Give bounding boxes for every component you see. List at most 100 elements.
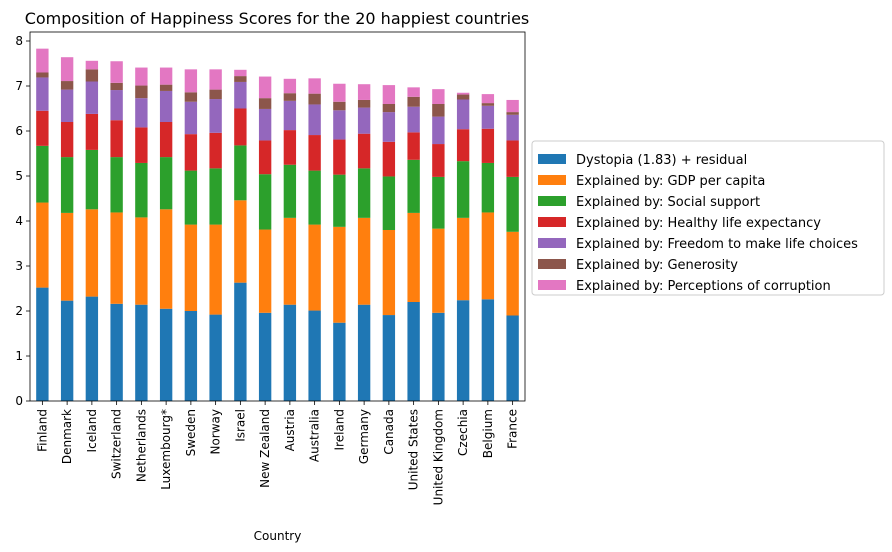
bar-segment xyxy=(357,168,371,218)
bar-segment xyxy=(456,217,470,301)
legend-swatch xyxy=(538,238,566,248)
bar-segment xyxy=(357,304,371,401)
bar-segment xyxy=(234,108,247,146)
x-tick-label: United Kingdom xyxy=(431,409,445,505)
bar-segment xyxy=(357,107,371,134)
bar-segment xyxy=(456,161,470,218)
legend-item: Explained by: Perceptions of corruption xyxy=(538,279,831,294)
bar-segment xyxy=(382,315,396,401)
y-tick-label: 7 xyxy=(15,79,23,93)
bar-segment xyxy=(234,282,247,401)
bar-segment xyxy=(407,212,420,302)
bar-segment xyxy=(481,162,495,213)
bar-segment xyxy=(60,212,74,301)
bar-segment xyxy=(432,144,445,177)
bar-segment xyxy=(135,162,148,218)
bar-segment xyxy=(333,101,346,111)
bar-segment xyxy=(481,212,495,300)
bar-segment xyxy=(506,114,519,141)
bar-segment xyxy=(159,308,173,401)
bar-segment xyxy=(283,100,297,131)
legend-label: Explained by: Generosity xyxy=(576,258,738,273)
bar-segment xyxy=(184,224,198,311)
bar-segment xyxy=(258,174,272,230)
bar-segment xyxy=(258,108,272,141)
bar-segment xyxy=(506,231,519,316)
bar-segment xyxy=(36,287,49,401)
x-tick-label: Belgium xyxy=(481,409,495,458)
bar-segment xyxy=(135,127,148,163)
bar-segment xyxy=(60,81,74,90)
x-tick-label: Finland xyxy=(35,409,49,452)
bar-segment xyxy=(407,87,420,97)
chart-title: Composition of Happiness Scores for the … xyxy=(25,9,530,28)
bar-segment xyxy=(234,81,247,109)
bar-segment xyxy=(110,212,123,304)
bar-segment xyxy=(234,69,247,77)
bar-segment xyxy=(36,72,49,78)
bar-segment xyxy=(135,67,148,86)
y-tick-label: 1 xyxy=(15,349,23,363)
legend-frame xyxy=(531,140,885,296)
bar-segment xyxy=(60,89,74,122)
legend-item: Explained by: Healthy life expectancy xyxy=(538,216,821,231)
bar-segment xyxy=(36,77,49,111)
bar-segment xyxy=(481,94,495,104)
bar-segment xyxy=(135,85,148,99)
bar-segment xyxy=(36,48,49,73)
bar-segment xyxy=(258,98,272,109)
bar-segment xyxy=(209,132,222,169)
bar-segment xyxy=(283,217,297,305)
y-tick-label: 2 xyxy=(15,304,23,318)
bar-segment xyxy=(382,141,396,177)
bar-segment xyxy=(382,85,396,104)
bar-segment xyxy=(382,176,396,230)
bar-segment xyxy=(85,69,99,82)
bar-segment xyxy=(333,174,346,227)
bar-segment xyxy=(159,67,173,85)
bars-layer xyxy=(36,48,519,401)
legend-item: Explained by: Social support xyxy=(538,195,760,210)
bar-segment xyxy=(209,168,222,225)
x-tick-label: Canada xyxy=(382,409,396,455)
bar-segment xyxy=(432,104,445,117)
legend-label: Explained by: GDP per capita xyxy=(576,174,765,189)
y-tick-label: 0 xyxy=(15,394,23,408)
bar-segment xyxy=(234,76,247,82)
legend-swatch xyxy=(538,217,566,227)
bar-segment xyxy=(456,300,470,401)
x-tick-label: Germany xyxy=(357,409,371,464)
y-tick-label: 3 xyxy=(15,259,23,273)
bar-segment xyxy=(110,61,123,83)
x-tick-label: Switzerland xyxy=(110,409,124,479)
legend-item: Explained by: GDP per capita xyxy=(538,174,765,189)
bar-segment xyxy=(308,224,321,311)
bar-segment xyxy=(110,303,123,401)
bar-segment xyxy=(308,104,321,136)
bar-segment xyxy=(159,122,173,158)
bar-segment xyxy=(159,157,173,210)
bar-segment xyxy=(36,110,49,146)
bar-segment xyxy=(407,132,420,160)
bar-segment xyxy=(357,99,371,108)
bar-segment xyxy=(432,89,445,104)
legend-label: Dystopia (1.83) + residual xyxy=(576,153,747,168)
bar-segment xyxy=(308,78,321,94)
bar-segment xyxy=(382,112,396,142)
bar-segment xyxy=(506,99,519,113)
x-tick-label: New Zealand xyxy=(258,409,272,488)
bar-segment xyxy=(234,145,247,201)
bar-segment xyxy=(481,299,495,401)
x-tick-label: Iceland xyxy=(85,409,99,452)
bar-segment xyxy=(333,226,346,323)
x-tick-label: Australia xyxy=(308,409,322,462)
y-tick-label: 4 xyxy=(15,214,23,228)
legend-label: Explained by: Social support xyxy=(576,195,760,210)
bar-segment xyxy=(60,157,74,213)
bar-segment xyxy=(209,89,222,100)
bar-segment xyxy=(308,170,321,225)
bar-segment xyxy=(456,92,470,95)
bar-segment xyxy=(506,112,519,115)
bar-segment xyxy=(506,176,519,232)
bar-segment xyxy=(432,312,445,401)
